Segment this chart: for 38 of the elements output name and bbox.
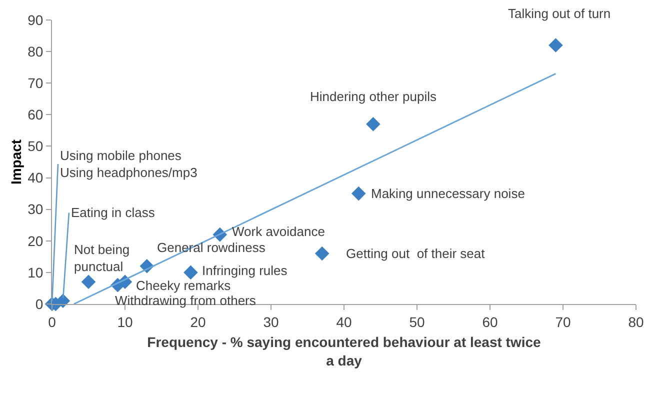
point xyxy=(548,38,563,52)
y-tick-label: 20 xyxy=(28,232,44,249)
point xyxy=(184,265,198,280)
y-tick-label: 60 xyxy=(28,106,44,123)
annotation: Not being punctual xyxy=(74,242,130,274)
y-tick-label: 50 xyxy=(28,138,44,154)
x-tick-label: 40 xyxy=(336,314,352,330)
annotation: Getting out of their seat xyxy=(346,246,486,261)
y-tick-label: 80 xyxy=(28,43,44,60)
x-tick-label: 70 xyxy=(555,314,571,330)
annotation: Work avoidance xyxy=(232,224,325,239)
y-tick-label: 30 xyxy=(28,201,44,218)
y-tick-label: 70 xyxy=(28,75,44,92)
x-tick-label: 20 xyxy=(190,314,206,330)
y-axis-title: Impact xyxy=(8,139,24,185)
point xyxy=(351,186,366,201)
annotation: Using mobile phones Using headphones/mp3 xyxy=(60,148,198,180)
x-tick-label: 60 xyxy=(482,314,498,330)
y-tick-label: 40 xyxy=(28,170,44,186)
x-tick-label: 50 xyxy=(409,314,425,330)
annotation: Cheeky remarks xyxy=(136,278,232,293)
x-tick-label: 10 xyxy=(117,314,133,330)
annotation: Hindering other pupils xyxy=(310,89,437,104)
x-tick-label: 30 xyxy=(263,314,279,330)
point xyxy=(81,274,96,290)
annotation: Withdrawing from others xyxy=(115,293,256,308)
point xyxy=(314,246,330,261)
point xyxy=(366,116,380,132)
annotation: Eating in class xyxy=(71,205,156,220)
x-tick-label: 0 xyxy=(48,314,56,330)
y-tick-label: 10 xyxy=(28,264,44,280)
x-tick-label: 80 xyxy=(628,314,644,330)
annotation: Infringing rules xyxy=(202,263,288,278)
y-tick-label: 90 xyxy=(28,12,44,28)
x-axis-title: Frequency - % saying encountered behaviour at least twice a day xyxy=(147,334,542,368)
y-tick-label: 0 xyxy=(35,296,44,312)
annotation: Making unnecessary noise xyxy=(371,186,525,201)
annotation: Talking out of turn xyxy=(508,6,611,21)
